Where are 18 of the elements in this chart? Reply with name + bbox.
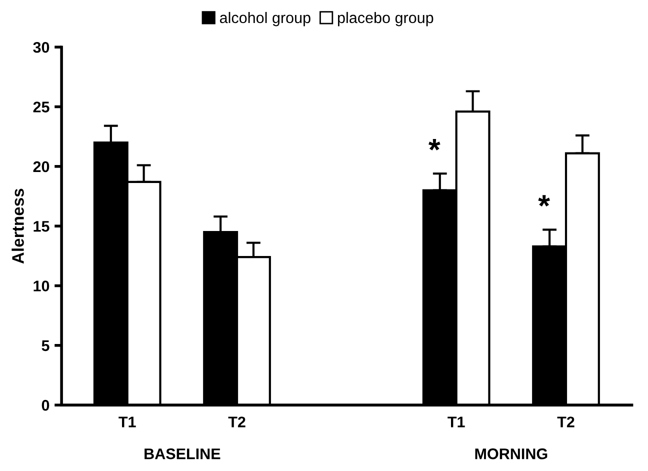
y-tick-label: 5 bbox=[42, 340, 50, 352]
data-label: * bbox=[538, 195, 550, 207]
y-tick-label: 25 bbox=[33, 102, 50, 112]
x-tick-label: T2 bbox=[228, 416, 246, 428]
y-tick-label: 30 bbox=[33, 42, 50, 53]
y-tick-label: 20 bbox=[33, 161, 50, 172]
text: MORNING bbox=[475, 448, 548, 460]
x-tick-label: T2 bbox=[557, 416, 574, 428]
y-tick-label: 10 bbox=[34, 280, 50, 292]
y-tick-label: 15 bbox=[34, 221, 50, 232]
x-tick-label: T1 bbox=[448, 416, 465, 428]
data-label: * bbox=[428, 139, 440, 150]
text: BASELINE bbox=[144, 448, 220, 460]
y-tick-label: 0 bbox=[42, 400, 50, 411]
legend-label: placebo group bbox=[338, 12, 434, 26]
x-tick-label: T1 bbox=[118, 416, 136, 428]
legend-label: alcohol group bbox=[220, 12, 310, 26]
y-axis-title: Alertness bbox=[12, 188, 24, 264]
